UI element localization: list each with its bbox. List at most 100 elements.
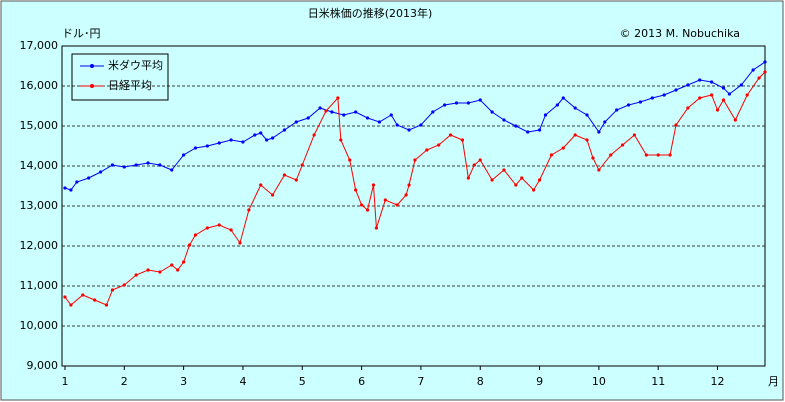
data-point: [532, 188, 536, 192]
data-point: [104, 303, 109, 307]
data-point: [318, 106, 322, 110]
data-point: [555, 103, 559, 107]
data-point: [407, 128, 411, 132]
legend-label: 日経平均: [108, 79, 152, 92]
data-point: [259, 183, 263, 187]
data-point: [110, 288, 115, 292]
data-point: [431, 110, 435, 114]
data-point: [294, 178, 298, 182]
y-tick-label: 13,000: [20, 199, 59, 212]
data-point: [543, 113, 548, 117]
data-point: [294, 120, 298, 124]
data-point: [674, 123, 678, 127]
data-point: [710, 80, 714, 84]
x-tick-label: 10: [592, 375, 606, 388]
data-point: [490, 178, 494, 182]
data-point: [603, 120, 607, 124]
data-point: [371, 183, 376, 187]
y-tick-label: 12,000: [20, 239, 59, 252]
data-point: [98, 170, 103, 174]
x-tick-label: 5: [299, 375, 306, 388]
data-point: [721, 98, 726, 102]
data-point: [573, 133, 577, 137]
x-tick-label: 4: [239, 375, 246, 388]
data-point: [193, 146, 198, 150]
data-point: [727, 92, 732, 96]
data-point: [229, 228, 233, 232]
data-point: [374, 226, 379, 230]
x-tick-label: 12: [711, 375, 725, 388]
credit: © 2013 M. Nobuchika: [620, 27, 740, 40]
data-point: [561, 146, 565, 150]
data-point: [573, 106, 577, 110]
data-point: [383, 198, 387, 202]
data-point: [241, 140, 245, 144]
legend-marker: [90, 84, 94, 88]
data-point: [122, 283, 126, 287]
data-point: [698, 96, 702, 100]
legend-box: [71, 53, 169, 101]
data-point: [615, 108, 619, 112]
data-point: [763, 60, 767, 64]
data-point: [490, 110, 494, 114]
data-point: [561, 96, 565, 100]
data-point: [674, 88, 678, 92]
data-point: [662, 93, 666, 97]
data-point: [395, 123, 399, 127]
legend-label: 米ダウ平均: [108, 58, 163, 72]
data-point: [170, 263, 174, 267]
data-point: [745, 93, 749, 97]
data-point: [585, 113, 589, 117]
data-point: [170, 168, 174, 172]
data-point: [751, 68, 755, 72]
data-point: [134, 273, 138, 277]
data-point: [359, 203, 364, 207]
data-point: [69, 303, 73, 307]
data-point: [650, 96, 654, 100]
x-tick-label: 9: [536, 375, 543, 388]
data-point: [437, 143, 441, 147]
data-point: [63, 295, 67, 299]
y-tick-label: 16,000: [20, 79, 59, 92]
data-point: [271, 193, 275, 197]
data-point: [425, 148, 429, 152]
data-point: [146, 268, 150, 272]
data-point: [365, 208, 370, 212]
data-point: [354, 110, 358, 114]
data-point: [733, 118, 737, 122]
data-point: [454, 101, 459, 105]
data-point: [698, 78, 702, 82]
data-point: [460, 138, 465, 142]
data-point: [354, 188, 358, 192]
data-point: [407, 183, 411, 187]
data-point: [686, 83, 690, 87]
data-point: [193, 233, 198, 237]
data-point: [597, 168, 601, 172]
data-point: [763, 70, 767, 74]
data-point: [63, 186, 67, 190]
data-point: [638, 100, 643, 104]
data-point: [75, 180, 79, 184]
data-point: [514, 183, 518, 187]
data-point: [597, 130, 601, 134]
data-point: [69, 188, 73, 192]
x-tick-label: 7: [417, 375, 424, 388]
x-tick-label: 2: [121, 375, 128, 388]
data-point: [339, 138, 343, 142]
data-point: [466, 176, 470, 180]
data-point: [205, 144, 209, 148]
x-tick-label: 3: [180, 375, 187, 388]
data-point: [413, 158, 417, 162]
data-point: [721, 86, 726, 90]
data-point: [389, 113, 393, 117]
data-point: [443, 103, 447, 107]
legend-marker: [90, 64, 94, 68]
data-point: [526, 130, 530, 134]
data-point: [158, 163, 162, 167]
y-tick-label: 14,000: [20, 159, 59, 172]
data-point: [158, 270, 162, 274]
data-point: [259, 131, 263, 135]
data-point: [739, 83, 743, 87]
data-point: [365, 116, 370, 120]
